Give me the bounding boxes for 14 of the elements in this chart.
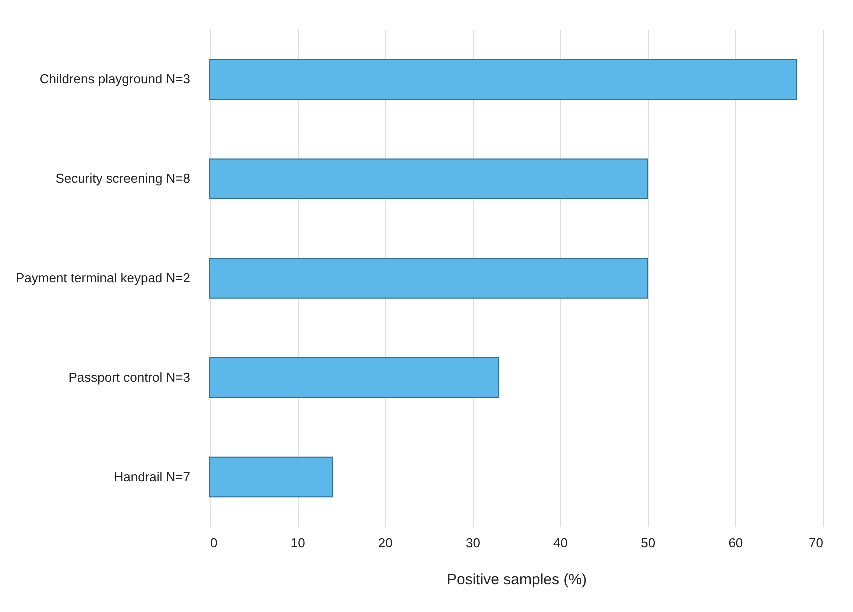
- x-tick-label: 10: [290, 536, 306, 550]
- y-tick-label: Handrail N=7: [114, 469, 190, 484]
- x-tick-label: 20: [378, 536, 393, 550]
- x-tick-label: 50: [641, 536, 656, 550]
- y-tick-label: Passport control N=3: [68, 370, 190, 385]
- x-tick-label: 30: [466, 536, 480, 550]
- y-tick-label: Payment terminal keypad N=2: [16, 270, 190, 286]
- y-tick-label: Security screening N=8: [56, 171, 190, 186]
- x-tick-label: 40: [554, 536, 568, 550]
- y-tick-label: Childrens playground N=3: [40, 72, 190, 87]
- x-tick-label: 60: [728, 536, 744, 550]
- x-tick-label: 70: [809, 536, 824, 550]
- x-tick-label: 0: [210, 536, 218, 550]
- x-axis-title: Positive samples (%): [446, 572, 588, 588]
